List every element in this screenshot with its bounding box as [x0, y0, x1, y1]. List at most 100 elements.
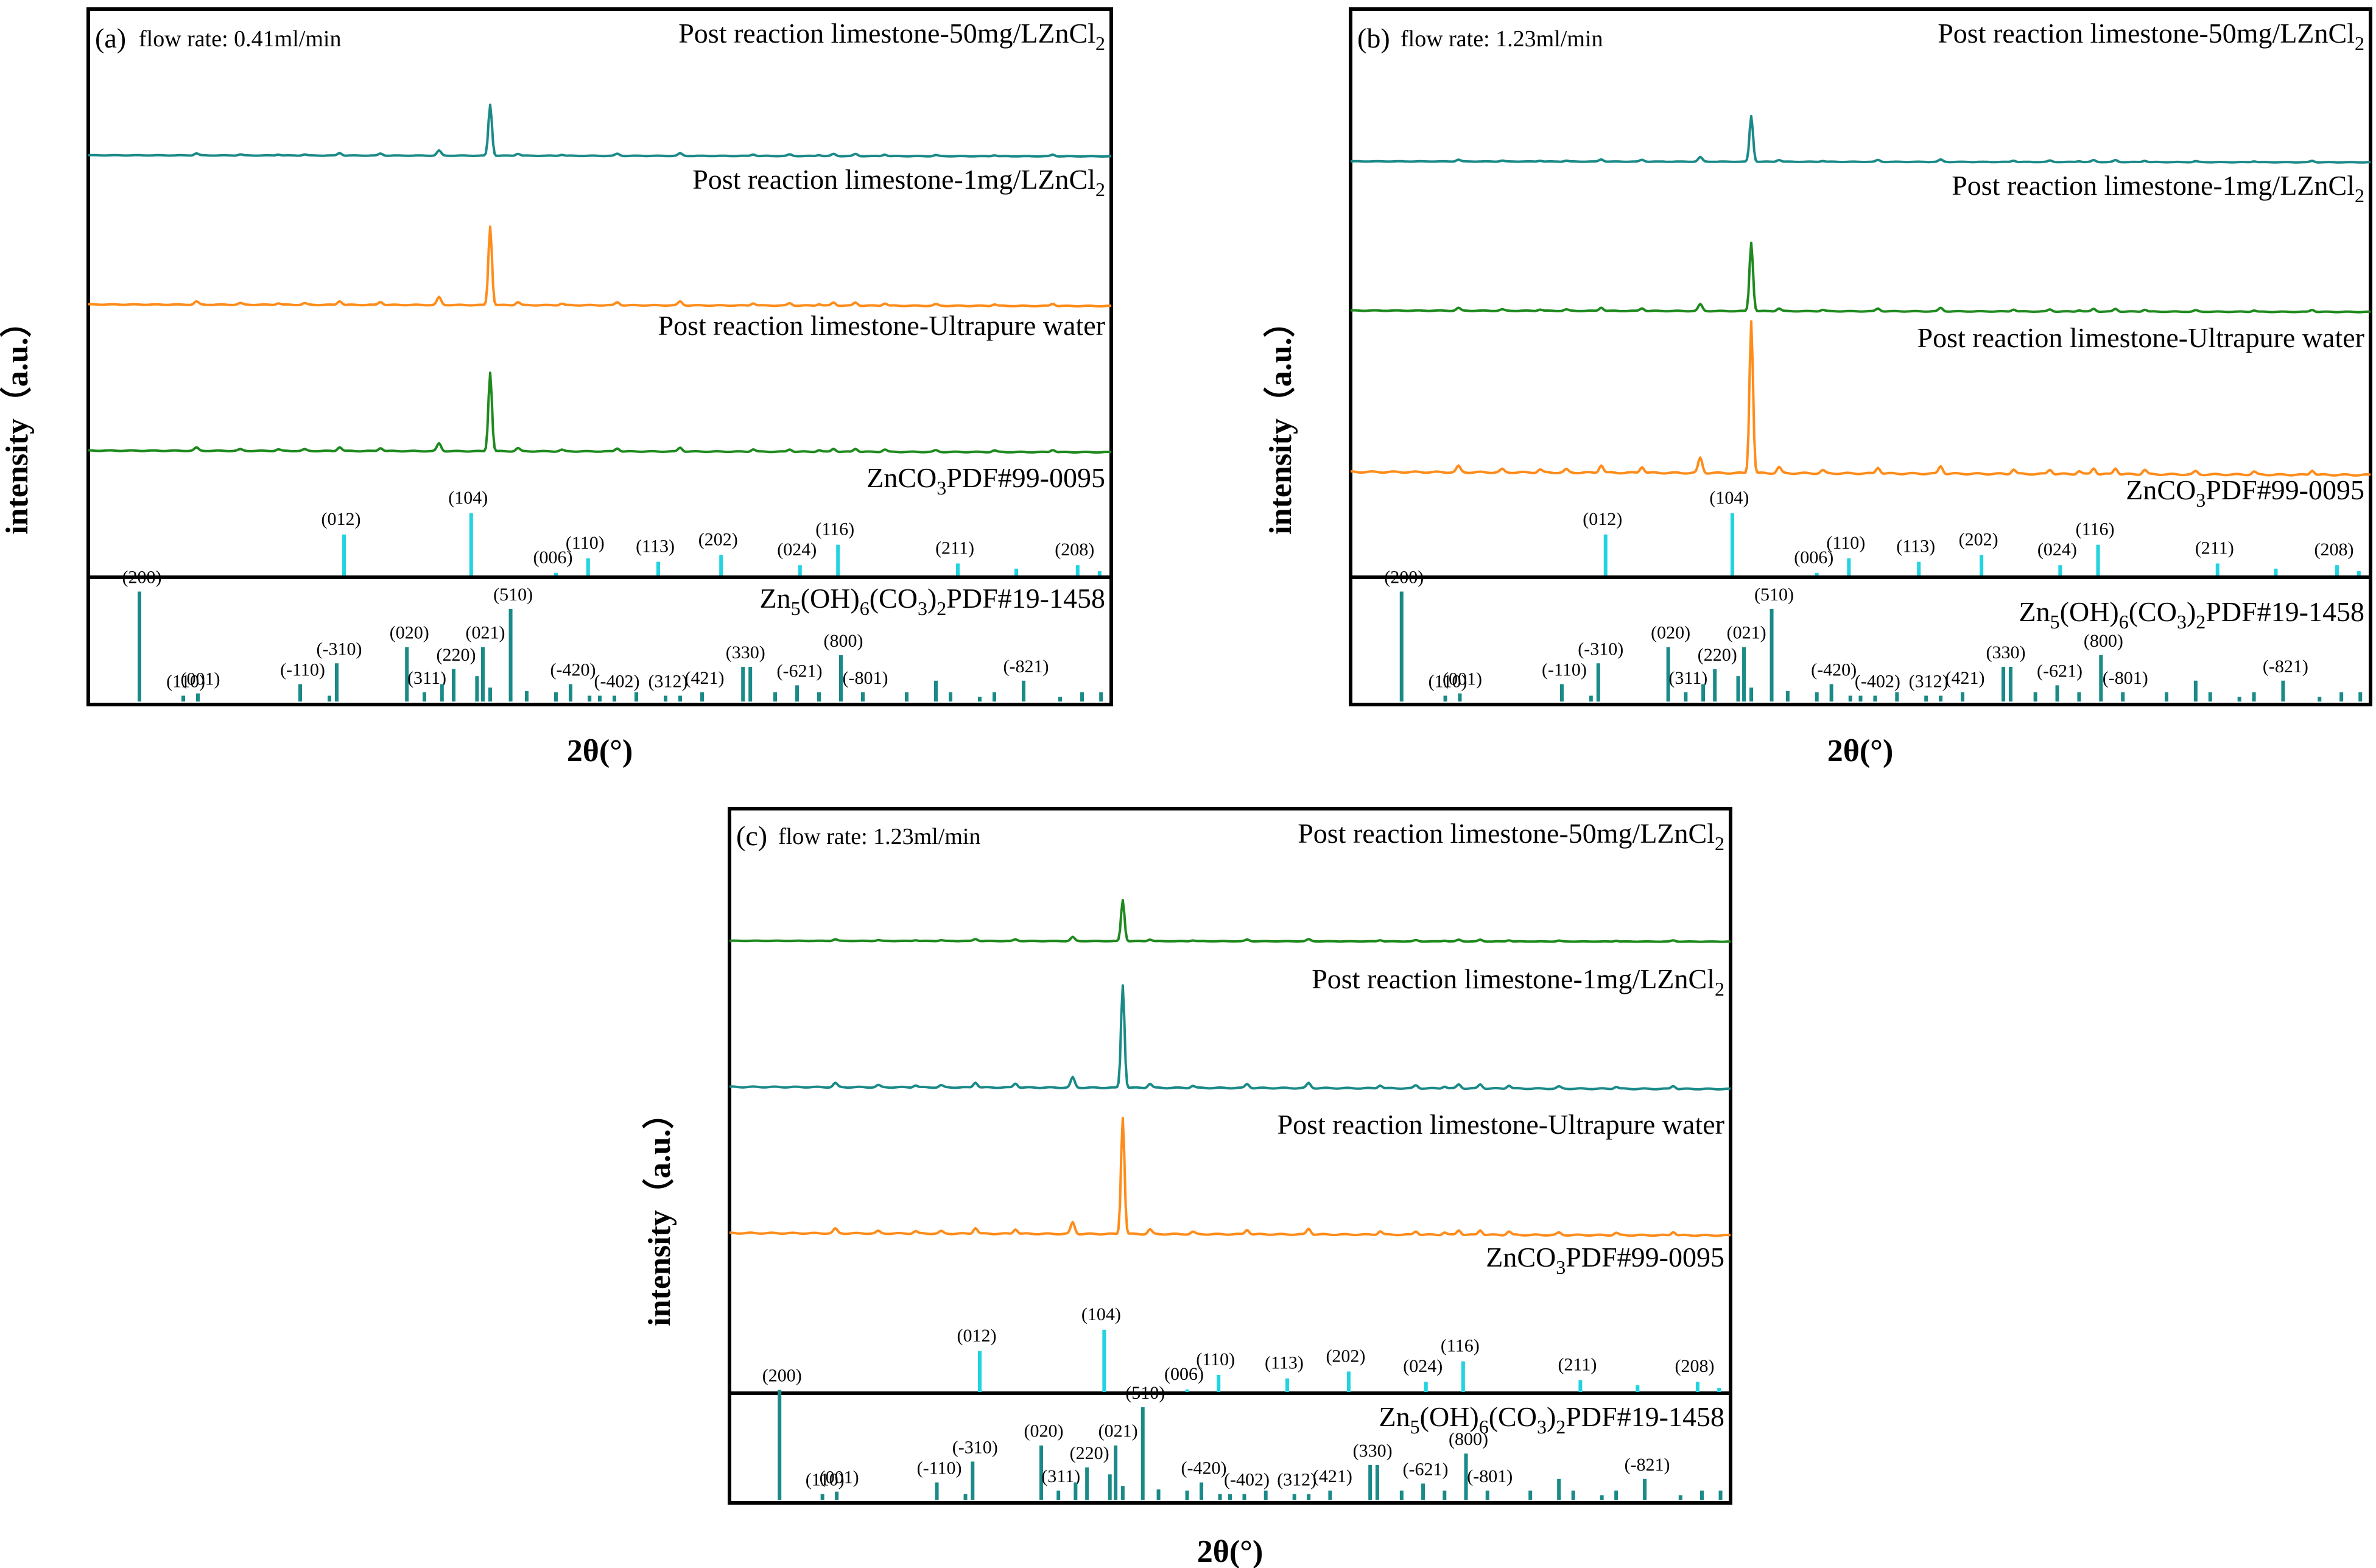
ref2-sub-d: 2	[2196, 611, 2206, 633]
series-line-2	[1350, 241, 2371, 314]
ref2-hkl-label: (001)	[1443, 669, 1482, 689]
ref1-hkl-label: (110)	[1196, 1349, 1235, 1369]
ref1-hkl-label: (104)	[448, 488, 488, 508]
ref1-hkl-label: (208)	[1055, 540, 1094, 560]
ref2-hkl-label: (-110)	[917, 1458, 962, 1478]
ref2-hkl-label: (-821)	[2263, 656, 2308, 677]
x-axis-title: 2θ(°)	[567, 734, 633, 768]
ref2-label-a: Zn	[1379, 1401, 1410, 1432]
ref1-label: ZnCO3PDF#99-0095	[866, 462, 1105, 499]
ref1-hkl-label: (024)	[2037, 540, 2077, 560]
ref2-sub-a: 5	[1410, 1416, 1420, 1438]
ref2-hkl-label: (800)	[2084, 631, 2123, 651]
ref1-hkl-label: (006)	[1164, 1364, 1204, 1384]
series-line-1	[88, 104, 1112, 158]
flow-rate-label: flow rate: 1.23ml/min	[778, 824, 980, 849]
ref2-label-a: Zn	[2019, 596, 2050, 627]
ref2-hkl-label: (-801)	[2103, 668, 2148, 688]
ref1-hkl-label: (202)	[1326, 1346, 1365, 1366]
ref1-hkl-label: (113)	[1265, 1353, 1304, 1373]
series-label-main: Post reaction limestone-Ultrapure water	[658, 310, 1105, 341]
ref2-hkl-label: (-420)	[1181, 1458, 1227, 1478]
ref2-hkl-label: (110)	[1429, 672, 1467, 692]
ref1-hkl-label: (012)	[1583, 509, 1622, 529]
ref2-hkl-label: (220)	[1698, 645, 1737, 665]
series-label-sub: 2	[1095, 178, 1105, 200]
ref2-label: Zn5(OH)6(CO3)2PDF#19-1458	[760, 583, 1105, 619]
ref2-label-e: PDF#19-1458	[946, 583, 1105, 614]
series-line-3	[1350, 320, 2371, 477]
ref2-hkl-label: (021)	[1098, 1421, 1138, 1441]
plot-frame	[728, 807, 1732, 1505]
ref1-hkl-label: (211)	[1558, 1354, 1597, 1374]
series-label-3: Post reaction limestone-Ultrapure water	[1278, 1109, 1724, 1140]
ref1-hkl-label: (012)	[322, 509, 361, 529]
series-label-main: Post reaction limestone-Ultrapure water	[1917, 322, 2364, 353]
series-label-sub: 2	[1095, 32, 1105, 54]
ref2-sub-d: 2	[937, 597, 946, 619]
ref2-hkl-label: (421)	[1945, 668, 1985, 688]
ref1-hkl-label: (208)	[1675, 1356, 1714, 1376]
series-label-main: Post reaction limestone-50mg/LZnCl	[678, 18, 1095, 49]
ref2-hkl-label: (-310)	[1578, 639, 1623, 659]
ref2-label-a: Zn	[760, 583, 791, 614]
ref2-label-d: )	[2187, 596, 2196, 627]
ref1-label-sub: 3	[937, 477, 946, 499]
plot-frame	[86, 7, 1113, 706]
ref2-hkl-label: (-621)	[1403, 1459, 1449, 1479]
ref2-label-e: PDF#19-1458	[1566, 1401, 1724, 1432]
ref1-hkl-label: (110)	[566, 533, 605, 553]
panel-label: (a)	[95, 23, 126, 54]
ref2-sub-d: 2	[1556, 1416, 1566, 1438]
series-label-main: Post reaction limestone-1mg/LZnCl	[692, 164, 1095, 195]
ref1-hkl-label: (113)	[1896, 536, 1935, 557]
ref1-hkl-label: (202)	[698, 529, 738, 549]
ref2-hkl-label: (021)	[466, 623, 505, 643]
ref2-hkl-label: (-621)	[2037, 661, 2083, 681]
ref2-label-b: (OH)	[1420, 1401, 1479, 1432]
panel-a: (a) flow rate: 0.41ml/min Post reaction li…	[0, 7, 1113, 768]
ref2-sub-c: 3	[1537, 1416, 1547, 1438]
series-label-main: Post reaction limestone-50mg/LZnCl	[1938, 18, 2355, 49]
y-axis-title: intensity（a.u.）	[0, 306, 35, 535]
plot-frame	[1349, 7, 2372, 706]
series-label-1: Post reaction limestone-50mg/LZnCl2	[1938, 18, 2364, 54]
ref2-label-d: )	[1547, 1401, 1556, 1432]
x-axis-title: 2θ(°)	[1827, 734, 1894, 768]
series-label-sub: 2	[2355, 185, 2364, 206]
ref1-label-a: ZnCO	[1486, 1242, 1556, 1273]
ref2-sub-b: 6	[860, 597, 870, 619]
ref2-label-c: (CO	[1489, 1401, 1537, 1432]
ref1-label: ZnCO3PDF#99-0095	[1486, 1242, 1724, 1278]
ref2-label-c: (CO	[2129, 596, 2177, 627]
ref2-hkl-label: (330)	[1353, 1441, 1393, 1461]
ref2-label-c: (CO	[870, 583, 918, 614]
series-line-3	[88, 371, 1112, 454]
ref2-hkl-label: (330)	[726, 642, 765, 663]
ref2-hkl-label: (110)	[806, 1470, 845, 1490]
series-label-main: Post reaction limestone-Ultrapure water	[1278, 1109, 1724, 1140]
ref2-hkl-label: (001)	[181, 669, 220, 689]
panel-c: (c) flow rate: 1.23ml/min Post reaction li…	[642, 807, 1732, 1568]
ref2-hkl-label: (-110)	[280, 660, 325, 680]
ref2-hkl-label: (001)	[820, 1468, 859, 1488]
ref1-hkl-label: (116)	[1441, 1336, 1480, 1356]
ref2-hkl-label: (200)	[1384, 568, 1424, 588]
ref2-label-d: )	[927, 583, 937, 614]
ref2-label: Zn5(OH)6(CO3)2PDF#19-1458	[2019, 596, 2364, 633]
ref1-hkl-label: (113)	[636, 536, 675, 557]
ref1-label-a: ZnCO	[866, 462, 937, 493]
ref2-label-b: (OH)	[801, 583, 860, 614]
ref2-hkl-label: (-110)	[1542, 660, 1587, 680]
series-label-sub: 2	[1715, 978, 1724, 1000]
series-line-1	[1350, 114, 2371, 164]
ref2-hkl-label: (-821)	[1625, 1455, 1670, 1475]
series-label-main: Post reaction limestone-1mg/LZnCl	[1312, 963, 1715, 994]
ref1-hkl-label: (104)	[1081, 1304, 1121, 1324]
series-label-3: Post reaction limestone-Ultrapure water	[1917, 322, 2364, 353]
ref2-label-b: (OH)	[2060, 596, 2119, 627]
ref2-hkl-label: (-402)	[594, 672, 640, 692]
series-label-3: Post reaction limestone-Ultrapure water	[658, 310, 1105, 341]
ref2-sub-c: 3	[918, 597, 927, 619]
ref2-hkl-label: (311)	[407, 668, 446, 688]
